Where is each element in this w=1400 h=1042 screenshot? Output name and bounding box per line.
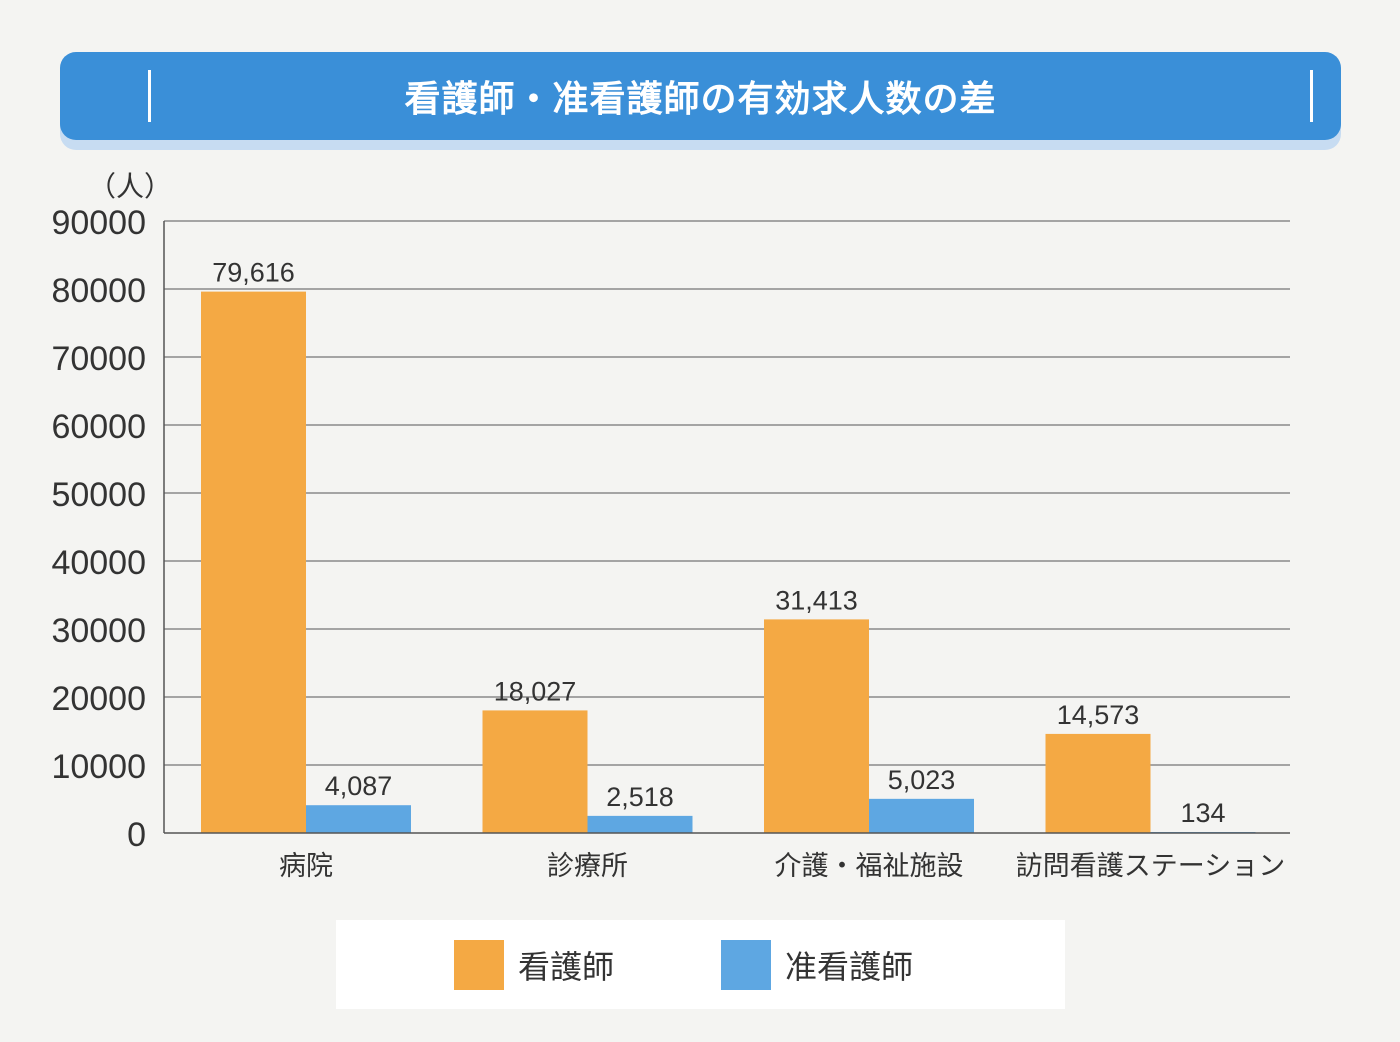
bar-assistant-nurse (306, 805, 411, 833)
bar-nurse (201, 291, 306, 833)
y-tick-label: 60000 (51, 408, 146, 446)
bar-nurse (482, 710, 588, 833)
y-tick-label: 10000 (51, 748, 146, 786)
x-tick-label: 訪問看護ステーション (1016, 851, 1285, 882)
bar-chart: 0 10000 20000 30000 40000 50000 60000 70000 8000… (51, 170, 1290, 882)
data-label: 5,023 (888, 765, 956, 795)
x-tick-label: 病院 (279, 851, 333, 882)
legend-item-assistant-nurse: 准看護師 (721, 940, 913, 990)
title-right-bar (1310, 70, 1313, 122)
data-label: 134 (1180, 798, 1225, 828)
y-tick-label: 70000 (51, 340, 146, 378)
bar-nurse (764, 619, 869, 833)
data-label: 2,518 (606, 782, 674, 812)
data-label: 4,087 (325, 771, 393, 801)
title-left-bar (148, 70, 151, 122)
chart-title: 看護師・准看護師の有効求人数の差 (404, 79, 997, 120)
data-label: 31,413 (775, 585, 858, 615)
y-tick-label: 0 (127, 816, 146, 854)
legend-swatch-nurse (454, 940, 504, 990)
y-tick-label: 50000 (51, 476, 146, 514)
bar-nurse (1045, 733, 1151, 833)
data-label: 18,027 (494, 676, 577, 706)
y-tick-label: 40000 (51, 544, 146, 582)
data-label: 79,616 (212, 258, 295, 288)
y-tick-label: 90000 (51, 204, 146, 242)
x-tick-label: 診療所 (547, 851, 628, 882)
x-tick-label: 介護・福祉施設 (775, 851, 964, 882)
data-label: 14,573 (1057, 700, 1140, 730)
bar-assistant-nurse (869, 798, 974, 833)
title-banner: 看護師・准看護師の有効求人数の差 (60, 52, 1341, 140)
legend-swatch-assistant-nurse (721, 940, 771, 990)
legend-label-nurse: 看護師 (518, 948, 615, 986)
y-tick-label: 80000 (51, 272, 146, 310)
y-tick-label: 20000 (51, 680, 146, 718)
legend-item-nurse: 看護師 (454, 940, 614, 990)
y-tick-label: 30000 (51, 612, 146, 650)
legend: 看護師 准看護師 (336, 920, 1065, 1009)
legend-label-assistant-nurse: 准看護師 (785, 948, 914, 986)
bar-assistant-nurse (587, 815, 693, 833)
y-unit-label: （人） (88, 170, 172, 203)
